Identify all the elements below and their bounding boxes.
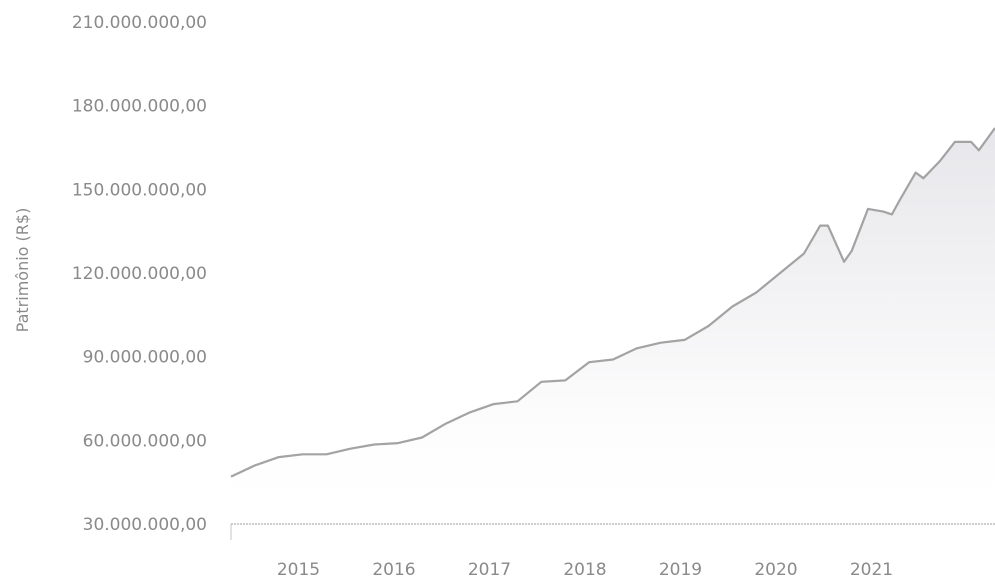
x-tick-label: 2018: [563, 560, 606, 580]
y-tick-label: 150.000.000,00: [72, 180, 207, 200]
x-tick-label: 2021: [850, 560, 893, 580]
x-tick-label: 2016: [372, 560, 415, 580]
x-tick-label: 2015: [277, 560, 320, 580]
y-tick-label: 60.000.000,00: [83, 431, 207, 451]
x-tick-label: 2019: [659, 560, 702, 580]
y-tick-label: 90.000.000,00: [83, 348, 207, 368]
x-tick-label: 2017: [468, 560, 511, 580]
y-tick-labels: 30.000.000,00 60.000.000,00 90.000.000,00 1…: [72, 13, 207, 535]
x-tick-labels: 2015 2016 2017 2018 2019 2020 2021: [277, 560, 893, 580]
y-tick-label: 120.000.000,00: [72, 264, 207, 284]
y-tick-label: 30.000.000,00: [83, 515, 207, 535]
series-line: [230, 127, 995, 478]
x-tick-label: 2020: [754, 560, 797, 580]
y-axis-label: Patrimônio (R$): [13, 208, 32, 333]
y-tick-label: 210.000.000,00: [72, 13, 207, 33]
plot-area: [230, 127, 995, 540]
y-tick-label: 180.000.000,00: [72, 97, 207, 117]
area-fill: [231, 128, 995, 524]
